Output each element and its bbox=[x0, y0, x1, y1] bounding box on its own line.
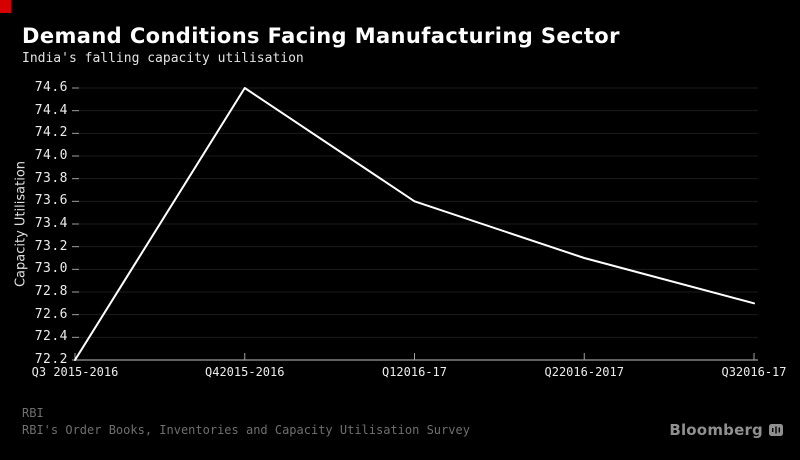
y-tick-label: 72.4 bbox=[34, 329, 68, 345]
x-tick-label: Q42015-2016 bbox=[205, 365, 285, 379]
y-tick-label: 74.2 bbox=[34, 125, 68, 141]
red-corner-mark bbox=[0, 0, 11, 13]
capacity-utilisation-line bbox=[74, 87, 755, 361]
bloomberg-logo-icon bbox=[769, 424, 783, 436]
x-tick-label: Q32016-17 bbox=[721, 365, 787, 379]
x-tick-label: Q3 2015-2016 bbox=[31, 365, 119, 379]
y-tick-label: 72.2 bbox=[34, 352, 68, 367]
source-description: RBI's Order Books, Inventories and Capac… bbox=[22, 423, 470, 437]
bloomberg-wordmark: Bloomberg bbox=[669, 421, 763, 439]
y-tick-label: 73.6 bbox=[34, 193, 68, 209]
y-tick-label: 73.0 bbox=[34, 261, 68, 277]
y-tick-label: 74.4 bbox=[34, 102, 68, 118]
y-tick-label: 74.6 bbox=[34, 80, 68, 95]
y-tick-label: 74.0 bbox=[34, 148, 68, 163]
y-tick-label: 72.6 bbox=[34, 306, 68, 322]
chart-subtitle: India's falling capacity utilisation bbox=[22, 51, 304, 66]
y-tick-label: 73.8 bbox=[34, 170, 68, 186]
x-tick-label: Q22016-2017 bbox=[544, 365, 624, 379]
x-tick-label: Q12016-17 bbox=[381, 365, 448, 379]
chart-title: Demand Conditions Facing Manufacturing S… bbox=[22, 24, 620, 48]
source-label: RBI bbox=[22, 406, 44, 420]
y-tick-label: 73.2 bbox=[34, 238, 68, 254]
y-tick-label: 73.4 bbox=[34, 216, 68, 231]
brand-block: Bloomberg bbox=[669, 421, 783, 439]
y-tick-label: 72.8 bbox=[34, 284, 68, 299]
